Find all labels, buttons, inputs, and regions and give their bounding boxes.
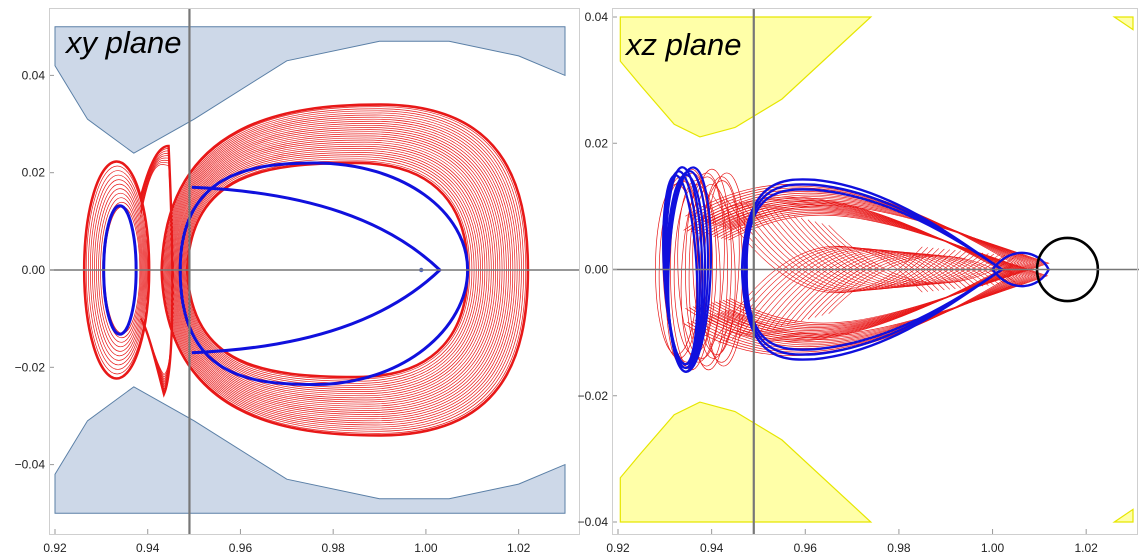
xy-x-tick-label: 0.98 bbox=[322, 541, 346, 555]
red-cross-curve bbox=[814, 221, 1006, 285]
red-lens-curve bbox=[722, 201, 1044, 327]
red-cross-curve bbox=[794, 252, 989, 324]
red-lens-curve bbox=[730, 205, 1050, 324]
xz-plane-label: xz plane bbox=[624, 27, 741, 62]
red-lens-curve bbox=[700, 190, 1026, 336]
red-cross-curve bbox=[711, 193, 923, 294]
red-lens-curve bbox=[694, 201, 1022, 351]
forbidden-region-corner-bottom bbox=[1112, 508, 1134, 523]
red-cross-curve bbox=[800, 253, 995, 322]
xy-y-tick-label: −0.02 bbox=[15, 360, 46, 374]
red-cross-curve bbox=[725, 247, 934, 342]
xy-x-tick-label: 0.94 bbox=[136, 541, 160, 555]
red-lens-curve bbox=[728, 214, 1049, 335]
xy-forbidden-regions bbox=[54, 26, 566, 514]
xz-x-tick-label: 1.00 bbox=[981, 541, 1005, 555]
forbidden-region-corner-top bbox=[1112, 16, 1134, 31]
xz-y-tick-label: −0.02 bbox=[578, 389, 609, 403]
red-cross-curve bbox=[780, 251, 978, 327]
red-neck-strand bbox=[140, 164, 173, 376]
red-cross-curve bbox=[711, 245, 923, 346]
red-cross-curve bbox=[752, 204, 956, 290]
xy-x-tick-label: 0.96 bbox=[229, 541, 253, 555]
red-lens-curve bbox=[702, 204, 1028, 348]
xz-x-tick-label: 0.96 bbox=[794, 541, 818, 555]
xy-plane-label: xy plane bbox=[64, 25, 181, 60]
red-lens-curve bbox=[713, 208, 1037, 342]
red-cross-curve bbox=[738, 201, 945, 291]
red-cross-curve bbox=[794, 215, 989, 287]
xy-x-tick-label: 1.02 bbox=[507, 541, 531, 555]
red-cross-curve bbox=[773, 210, 973, 288]
xy-y-tick-label: 0.00 bbox=[22, 263, 46, 277]
forbidden-region-upper bbox=[619, 16, 873, 138]
red-cross-curve bbox=[807, 219, 1000, 285]
red-cross-curve bbox=[752, 249, 956, 335]
xy-y-tick-label: 0.02 bbox=[22, 166, 46, 180]
red-cross-curve bbox=[780, 212, 978, 288]
xz-frame bbox=[612, 8, 1138, 535]
red-cross-curve bbox=[745, 202, 951, 291]
red-cross-curve bbox=[814, 254, 1006, 318]
red-cross-curve bbox=[745, 248, 951, 337]
red-cross-curve bbox=[759, 206, 962, 290]
red-lens-curve bbox=[718, 199, 1041, 329]
red-cross-curve bbox=[738, 248, 945, 338]
xy-x-tick-label: 1.00 bbox=[414, 541, 438, 555]
xz-plane-panel: 0.92 0.94 0.96 0.98 1.00 1.02 0.04 0.02 0.00 −0.0… bbox=[578, 8, 1139, 555]
red-cross-curve bbox=[725, 197, 934, 292]
red-cross-curve bbox=[787, 213, 984, 287]
xy-frame bbox=[49, 8, 580, 535]
red-cross-curve bbox=[773, 251, 973, 329]
xz-x-tick-label: 0.98 bbox=[887, 541, 911, 555]
red-lens-curve bbox=[720, 211, 1043, 339]
red-cross-curve bbox=[787, 252, 984, 326]
forbidden-region-lower bbox=[619, 401, 873, 523]
red-cross-curve bbox=[807, 254, 1000, 320]
xz-x-tick-label: 1.02 bbox=[1075, 541, 1099, 555]
xz-forbidden-regions bbox=[619, 16, 1134, 523]
xy-blue-orbit bbox=[102, 161, 470, 387]
red-cross-curve bbox=[766, 250, 967, 331]
red-cross-curve bbox=[766, 208, 967, 289]
xz-y-tick-label: 0.00 bbox=[585, 263, 609, 277]
xy-axes: 0.92 0.94 0.96 0.98 1.00 1.02 0.04 0.02 0.00 −0.0… bbox=[15, 8, 580, 555]
red-lens-curve bbox=[687, 198, 1015, 355]
xy-x-tick-label: 0.92 bbox=[43, 541, 67, 555]
red-cross-curve bbox=[800, 217, 995, 286]
red-cross-curve bbox=[759, 249, 962, 333]
red-cross-curve bbox=[732, 247, 940, 340]
xy-y-tick-label: −0.04 bbox=[15, 458, 46, 472]
xz-y-tick-label: −0.04 bbox=[578, 515, 609, 529]
xz-axes: 0.92 0.94 0.96 0.98 1.00 1.02 0.04 0.02 0.00 −0.0… bbox=[578, 8, 1139, 555]
red-cross-curve bbox=[732, 199, 940, 292]
red-left-cluster-loop bbox=[680, 176, 725, 363]
xy-y-tick-label: 0.04 bbox=[22, 68, 46, 82]
xz-y-tick-label: 0.02 bbox=[585, 136, 609, 150]
xy-plane-panel: 0.92 0.94 0.96 0.98 1.00 1.02 0.04 0.02 0.00 −0.0… bbox=[15, 8, 580, 555]
red-lens-curve bbox=[692, 187, 1020, 339]
forbidden-region-lower bbox=[54, 386, 566, 514]
forbidden-region-upper bbox=[54, 26, 566, 154]
xz-x-tick-label: 0.94 bbox=[700, 541, 724, 555]
red-lens-curve bbox=[711, 196, 1035, 332]
xz-y-tick-label: 0.04 bbox=[585, 10, 609, 24]
xz-x-tick-label: 0.92 bbox=[606, 541, 630, 555]
